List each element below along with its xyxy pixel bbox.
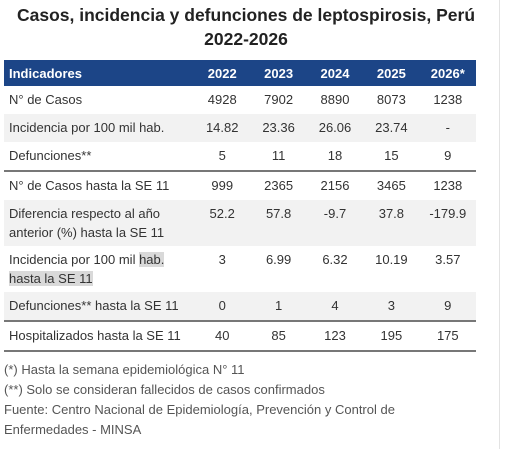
page-right-border — [499, 0, 500, 449]
cell-value: 0 — [194, 292, 251, 321]
table-row: Defunciones** hasta la SE 11 0 1 4 3 9 — [4, 292, 476, 321]
cell-value: 175 — [419, 320, 476, 352]
cell-value: 26.06 — [306, 114, 364, 142]
cell-value: 23.36 — [250, 114, 307, 142]
cell-value: 1238 — [419, 170, 476, 200]
cell-value: 7902 — [264, 92, 294, 107]
cell-value: 3 — [218, 252, 226, 267]
row-label: Incidencia por 100 mil hab. — [4, 114, 195, 142]
cell-value: 23.74 — [363, 114, 420, 142]
cell-value: 8890 — [320, 92, 350, 107]
table-row: Defunciones** 5 11 18 15 9 — [4, 142, 476, 171]
title-line-2: 2022-2026 — [204, 29, 288, 49]
table-row: Diferencia respecto al año anterior (%) h… — [4, 200, 476, 246]
cell-value: 11 — [271, 148, 286, 163]
cell-value: 3.57 — [435, 252, 461, 267]
table-row: Incidencia por 100 mil hab. 14.82 23.36 … — [4, 114, 476, 142]
table-header-row: Indicadores 2022 2023 2024 2025 2026* — [4, 60, 476, 86]
cell-value: 1 — [250, 292, 307, 321]
cell-value: 8073 — [376, 92, 406, 107]
table-footnotes: (*) Hasta la semana epidemiológica N° 11… — [4, 360, 474, 440]
source-line-1: Fuente: Centro Nacional de Epidemiología… — [4, 402, 395, 417]
header-2024: 2024 — [306, 60, 364, 86]
row-label: N° de Casos — [9, 92, 83, 107]
table-row: N° de Casos hasta la SE 11 999 2365 2156… — [4, 170, 476, 200]
selected-text-highlight: hab. — [139, 252, 165, 267]
cell-value: 3465 — [363, 170, 420, 200]
row-label: Diferencia respecto al año anterior (%) h… — [4, 200, 195, 246]
cell-value: 4 — [306, 292, 364, 321]
table-row: N° de Casos 4928 7902 8890 8073 1238 — [4, 86, 476, 114]
selected-text-highlight: hasta la SE 11 — [9, 271, 93, 286]
cell-value: 6.99 — [265, 252, 292, 267]
cell-value: 9 — [444, 148, 452, 163]
row-label: Defunciones** — [9, 148, 92, 163]
cell-value: 2156 — [306, 170, 364, 200]
leptospirosis-table: Indicadores 2022 2023 2024 2025 2026* N°… — [4, 60, 476, 352]
header-2022: 2022 — [194, 60, 251, 86]
row-label: Incidencia por 100 mil hab. hasta la SE 1… — [4, 246, 194, 292]
footnote-double-asterisk: (**) Solo se consideran fallecidos de ca… — [4, 382, 325, 397]
cell-value: 85 — [250, 320, 307, 352]
cell-value: 40 — [194, 320, 251, 352]
cell-value: 4928 — [207, 92, 237, 107]
table-row: Hospitalizados hasta la SE 11 40 85 123 … — [4, 320, 476, 352]
cell-value: 37.8 — [363, 200, 420, 246]
header-2023: 2023 — [250, 60, 307, 86]
row-label-line-1: Incidencia por 100 mil — [9, 252, 140, 267]
source-line-2: Enfermedades - MINSA — [4, 422, 142, 437]
cell-value: -9.7 — [306, 200, 364, 246]
cell-value: 9 — [419, 292, 476, 321]
cell-value: 52.2 — [194, 200, 251, 246]
cell-value: - — [419, 114, 476, 142]
table-title: Casos, incidencia y defunciones de lepto… — [0, 3, 492, 51]
row-label: Defunciones** hasta la SE 11 — [4, 292, 195, 321]
cell-value: 3 — [363, 292, 420, 321]
table-row: Incidencia por 100 mil hab. hasta la SE 1… — [4, 246, 476, 292]
cell-value: 1238 — [433, 92, 463, 107]
row-label: N° de Casos hasta la SE 11 — [4, 170, 195, 200]
cell-value: 2365 — [250, 170, 307, 200]
cell-value: 6.32 — [322, 252, 348, 267]
cell-value: 999 — [194, 170, 251, 200]
cell-value: 15 — [384, 148, 399, 163]
cell-value: 5 — [218, 148, 226, 163]
cell-value: 57.8 — [250, 200, 307, 246]
row-label: Hospitalizados hasta la SE 11 — [4, 320, 195, 352]
footnote-asterisk: (*) Hasta la semana epidemiológica N° 11 — [4, 362, 245, 377]
header-indicadores: Indicadores — [4, 60, 195, 86]
header-2026: 2026* — [419, 60, 476, 86]
title-line-1: Casos, incidencia y defunciones de lepto… — [16, 5, 476, 25]
row-label-line-1: Diferencia respecto al año — [9, 206, 161, 221]
cell-value: 10.19 — [375, 252, 408, 267]
row-label-line-2: anterior (%) hasta la SE 11 — [9, 225, 165, 240]
cell-value: -179.9 — [419, 200, 476, 246]
cell-value: 195 — [363, 320, 420, 352]
cell-value: 123 — [306, 320, 364, 352]
cell-value: 14.82 — [194, 114, 251, 142]
header-2025: 2025 — [363, 60, 420, 86]
cell-value: 18 — [327, 148, 343, 163]
